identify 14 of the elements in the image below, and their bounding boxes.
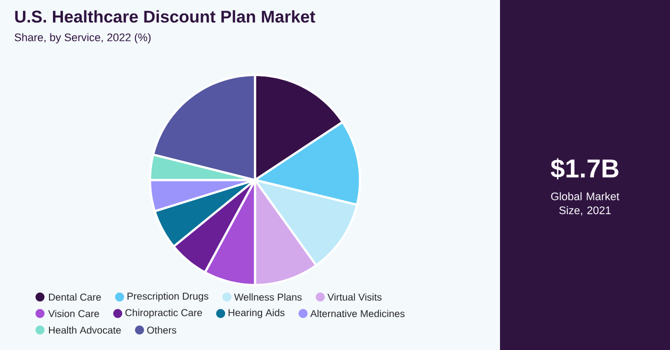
text: $1.7B [550,158,618,180]
legend-label: Others [147,326,176,334]
legend-label: Alternative Medicines [310,310,405,318]
legend-label: Wellness Plans [234,293,302,301]
legend-label: Chiropractic Care [125,308,202,318]
legend-label: Prescription Drugs [128,292,208,302]
legend-label: Virtual Visits [327,293,382,301]
text: Global Market Size, 2021 [551,192,620,216]
chart-title: U.S. Healthcare Discount Plan Market [15,10,316,23]
legend-label: Vision Care [48,310,100,318]
legend-label: Dental Care [49,293,101,301]
legend-label: Hearing Aids [228,308,284,318]
chart-subtitle: Share, by Service, 2022 (%) [14,33,151,44]
legend-label: Health Advocate [49,326,121,334]
